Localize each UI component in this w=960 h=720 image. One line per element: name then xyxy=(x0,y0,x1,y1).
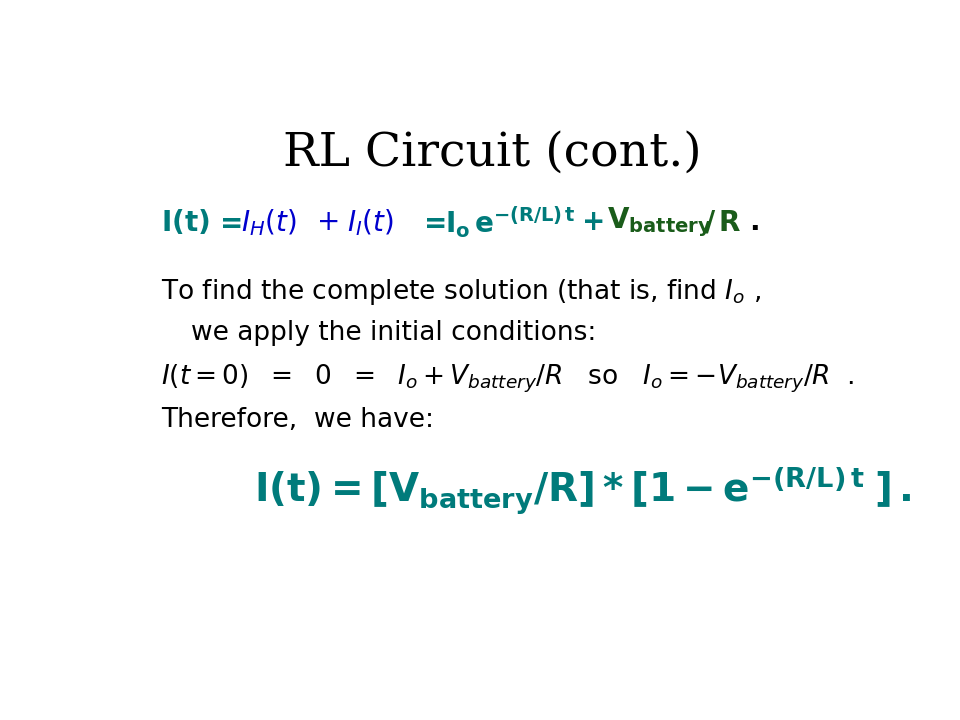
Text: $\mathbf{.}$: $\mathbf{.}$ xyxy=(749,208,758,236)
Text: To find the complete solution (that is, find $I_o$ ,: To find the complete solution (that is, … xyxy=(161,276,761,307)
Text: RL Circuit (cont.): RL Circuit (cont.) xyxy=(282,131,702,176)
Text: $\mathbf{I(t) = [V_{battery}/R]*[1 - e^{-(R/L)\,t}\;]\,.}$: $\mathbf{I(t) = [V_{battery}/R]*[1 - e^{… xyxy=(253,465,911,517)
Text: $\mathbf{I(t)}$: $\mathbf{I(t)}$ xyxy=(161,208,209,237)
Text: $\mathbf{I_o\,e^{-(R/L)\,t}}$: $\mathbf{I_o\,e^{-(R/L)\,t}}$ xyxy=(445,204,576,240)
Text: $\mathbf{=}$: $\mathbf{=}$ xyxy=(214,208,242,236)
Text: $\mathbf{/\,R}$: $\mathbf{/\,R}$ xyxy=(704,208,741,236)
Text: Therefore,  we have:: Therefore, we have: xyxy=(161,407,434,433)
Text: $\mathbf{=}$: $\mathbf{=}$ xyxy=(418,208,445,236)
Text: we apply the initial conditions:: we apply the initial conditions: xyxy=(191,320,596,346)
Text: $\mathbf{V_{battery}}$: $\mathbf{V_{battery}}$ xyxy=(608,205,711,239)
Text: $I_H(t)$: $I_H(t)$ xyxy=(241,207,297,238)
Text: $\mathbf{+}$: $\mathbf{+}$ xyxy=(581,208,604,236)
Text: $I_I(t)$: $I_I(t)$ xyxy=(347,207,394,238)
Text: $+$: $+$ xyxy=(316,208,338,236)
Text: $I(t{=}0)$  $=$  $0$  $=$  $I_o + V_{battery}/R$   so   $I_o = {-}V_{battery}/R$: $I(t{=}0)$ $=$ $0$ $=$ $I_o + V_{battery… xyxy=(161,362,854,395)
